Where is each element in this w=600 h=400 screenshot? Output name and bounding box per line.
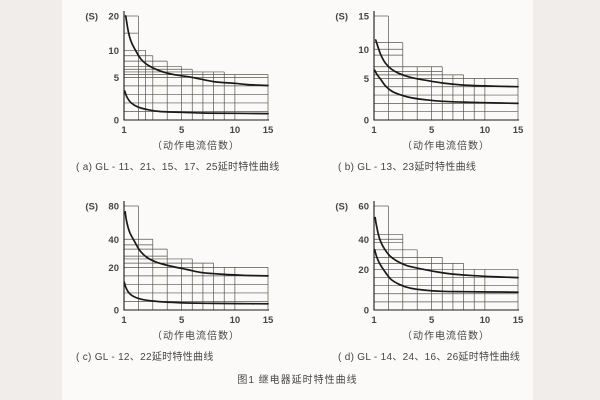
x-tick-label: 10 (230, 315, 241, 326)
x-tick-label: 5 (179, 125, 185, 136)
lower-time-limit-curve (123, 281, 269, 305)
y-unit-label: (S) (85, 12, 98, 23)
y-tick-label: 10 (358, 45, 369, 56)
x-tick-label: 5 (429, 125, 435, 136)
x-tick-label: 1 (121, 315, 127, 326)
chart-panel-a: 0 5 10 20 (S) 1 5 10 15 （动作电流倍数） ( a) GL - 11、21、… (62, 4, 300, 173)
y-unit-label: (S) (335, 12, 348, 23)
y-tick-label: 20 (358, 265, 369, 276)
lower-time-limit-curve (123, 90, 269, 115)
x-tick-label: 15 (513, 125, 524, 136)
x-axis-title: （动作电流倍数） (152, 329, 240, 342)
y-tick-label: 15 (358, 12, 369, 23)
x-tick-label: 1 (371, 315, 377, 326)
y-tick-label: 40 (358, 235, 369, 246)
y-unit-label: (S) (85, 202, 98, 213)
figure-caption: 图1 继电器延时特性曲线 (237, 375, 358, 386)
y-tick-label: 5 (114, 73, 120, 84)
x-tick-label: 15 (513, 315, 524, 326)
x-tick-label: 15 (263, 315, 274, 326)
chart-caption-d: ( d) GL - 14、24、16、26延时特性曲线 (338, 352, 521, 363)
x-tick-label: 10 (480, 315, 491, 326)
x-axis-title: （动作电流倍数） (402, 329, 490, 342)
upper-time-limit-curve (124, 210, 269, 277)
chart-panel-b: 0 5 10 15 (S) 1 5 10 15 （动作电流倍数） ( b) GL - 13、23延… (312, 4, 550, 173)
y-tick-label: 0 (114, 116, 119, 127)
figure-area: 0 5 10 20 (S) 1 5 10 15 （动作电流倍数） ( a) GL - 11、21、… (62, 0, 533, 400)
y-tick-label: 0 (364, 116, 369, 127)
y-tick-label: 20 (108, 12, 119, 23)
y-tick-label: 20 (108, 263, 119, 274)
x-tick-label: 15 (263, 125, 274, 136)
lower-time-limit-curve (373, 69, 519, 105)
y-tick-label: 0 (364, 306, 369, 317)
chart-caption-a: ( a) GL - 11、21、15、17、25延时特性曲线 (76, 162, 280, 173)
y-tick-label: 60 (358, 202, 369, 213)
x-axis-title: （动作电流倍数） (152, 139, 240, 152)
upper-time-limit-curve (374, 39, 519, 88)
x-tick-label: 5 (179, 315, 185, 326)
y-tick-label: 0 (114, 306, 119, 317)
chart-caption-b: ( b) GL - 13、23延时特性曲线 (338, 162, 477, 173)
y-tick-label: 40 (108, 235, 119, 246)
y-tick-label: 10 (108, 46, 119, 57)
y-tick-label: 80 (108, 202, 119, 213)
x-axis-title: （动作电流倍数） (402, 139, 490, 152)
upper-time-limit-curve (124, 15, 269, 87)
x-tick-label: 10 (480, 125, 491, 136)
y-tick-label: 5 (364, 74, 370, 85)
x-tick-label: 1 (121, 125, 127, 136)
chart-panel-d: 0 20 40 60 (S) 1 5 10 15 （动作电流倍数） ( d) GL - 14、24… (312, 194, 550, 363)
y-unit-label: (S) (335, 202, 348, 213)
upper-time-limit-curve (374, 216, 519, 279)
x-tick-label: 10 (230, 125, 241, 136)
x-tick-label: 5 (429, 315, 435, 326)
chart-panel-c: 0 20 40 80 (S) 1 5 10 15 （动作电流倍数） ( c) GL - 12、22… (62, 194, 300, 363)
chart-caption-c: ( c) GL - 12、22延时特性曲线 (76, 352, 214, 363)
lower-time-limit-curve (373, 248, 519, 294)
x-tick-label: 1 (371, 125, 377, 136)
